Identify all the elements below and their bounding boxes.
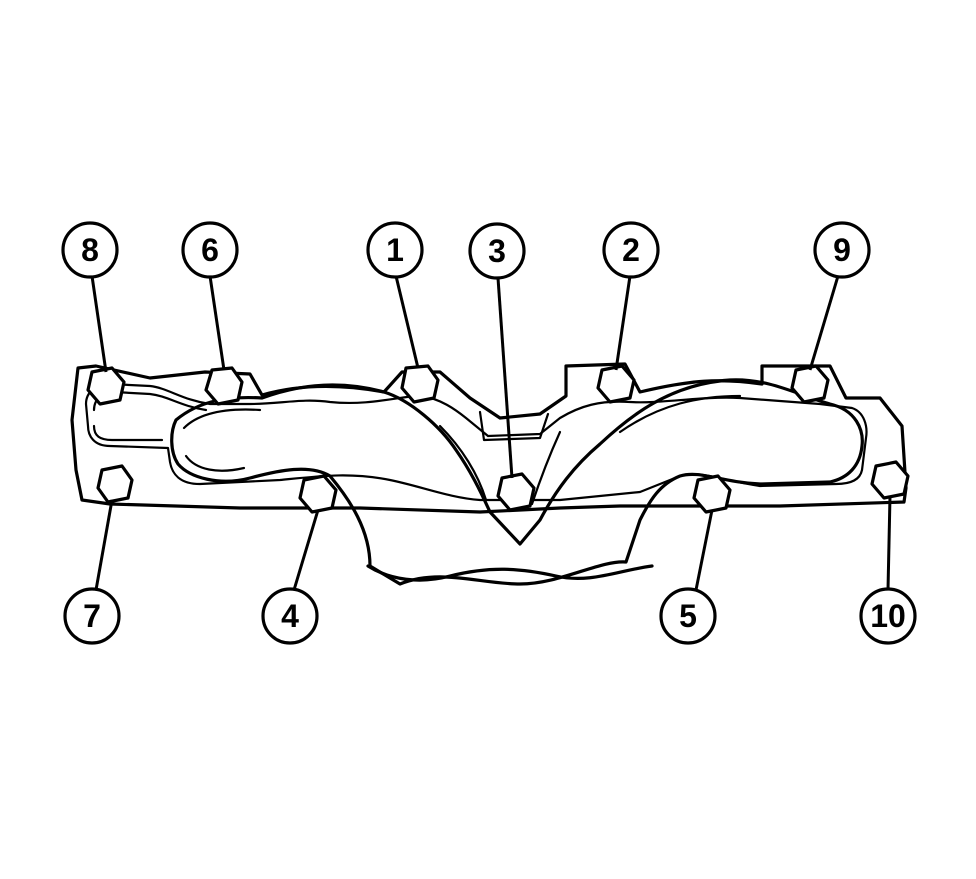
callout-6: 6 bbox=[181, 221, 239, 279]
callout-4-label: 4 bbox=[281, 598, 299, 634]
callout-2-label: 2 bbox=[622, 232, 640, 268]
callout-10-label: 10 bbox=[870, 598, 906, 634]
leader-lines bbox=[90, 275, 892, 591]
exhaust-tubes bbox=[170, 378, 864, 586]
callout-5: 5 bbox=[659, 587, 717, 645]
callout-7: 7 bbox=[63, 587, 121, 645]
callout-5-label: 5 bbox=[679, 598, 697, 634]
callout-6-label: 6 bbox=[201, 232, 219, 268]
bolt-4 bbox=[298, 474, 338, 514]
callout-3-label: 3 bbox=[488, 233, 506, 269]
exhaust-outlet bbox=[366, 564, 654, 582]
callout-1: 1 bbox=[366, 221, 424, 279]
callout-4: 4 bbox=[261, 587, 319, 645]
callout-1-label: 1 bbox=[386, 232, 404, 268]
bolt-1 bbox=[400, 364, 440, 404]
bolts bbox=[86, 364, 910, 514]
callout-8-label: 8 bbox=[81, 232, 99, 268]
bolt-6 bbox=[204, 366, 244, 406]
callout-9-label: 9 bbox=[833, 232, 851, 268]
callout-7-label: 7 bbox=[83, 598, 101, 634]
bolt-5 bbox=[692, 474, 732, 514]
bolt-2 bbox=[596, 364, 636, 404]
callouts: 8 6 1 3 2 9 7 4 bbox=[61, 221, 917, 645]
bolt-3 bbox=[496, 472, 536, 512]
callout-2: 2 bbox=[602, 221, 660, 279]
bolt-9 bbox=[790, 364, 830, 404]
bolt-10 bbox=[870, 460, 910, 500]
callout-9: 9 bbox=[813, 221, 871, 279]
callout-3: 3 bbox=[468, 222, 526, 280]
bolt-8 bbox=[86, 366, 126, 406]
bolt-7 bbox=[96, 464, 134, 504]
callout-10: 10 bbox=[859, 587, 917, 645]
callout-8: 8 bbox=[61, 221, 119, 279]
